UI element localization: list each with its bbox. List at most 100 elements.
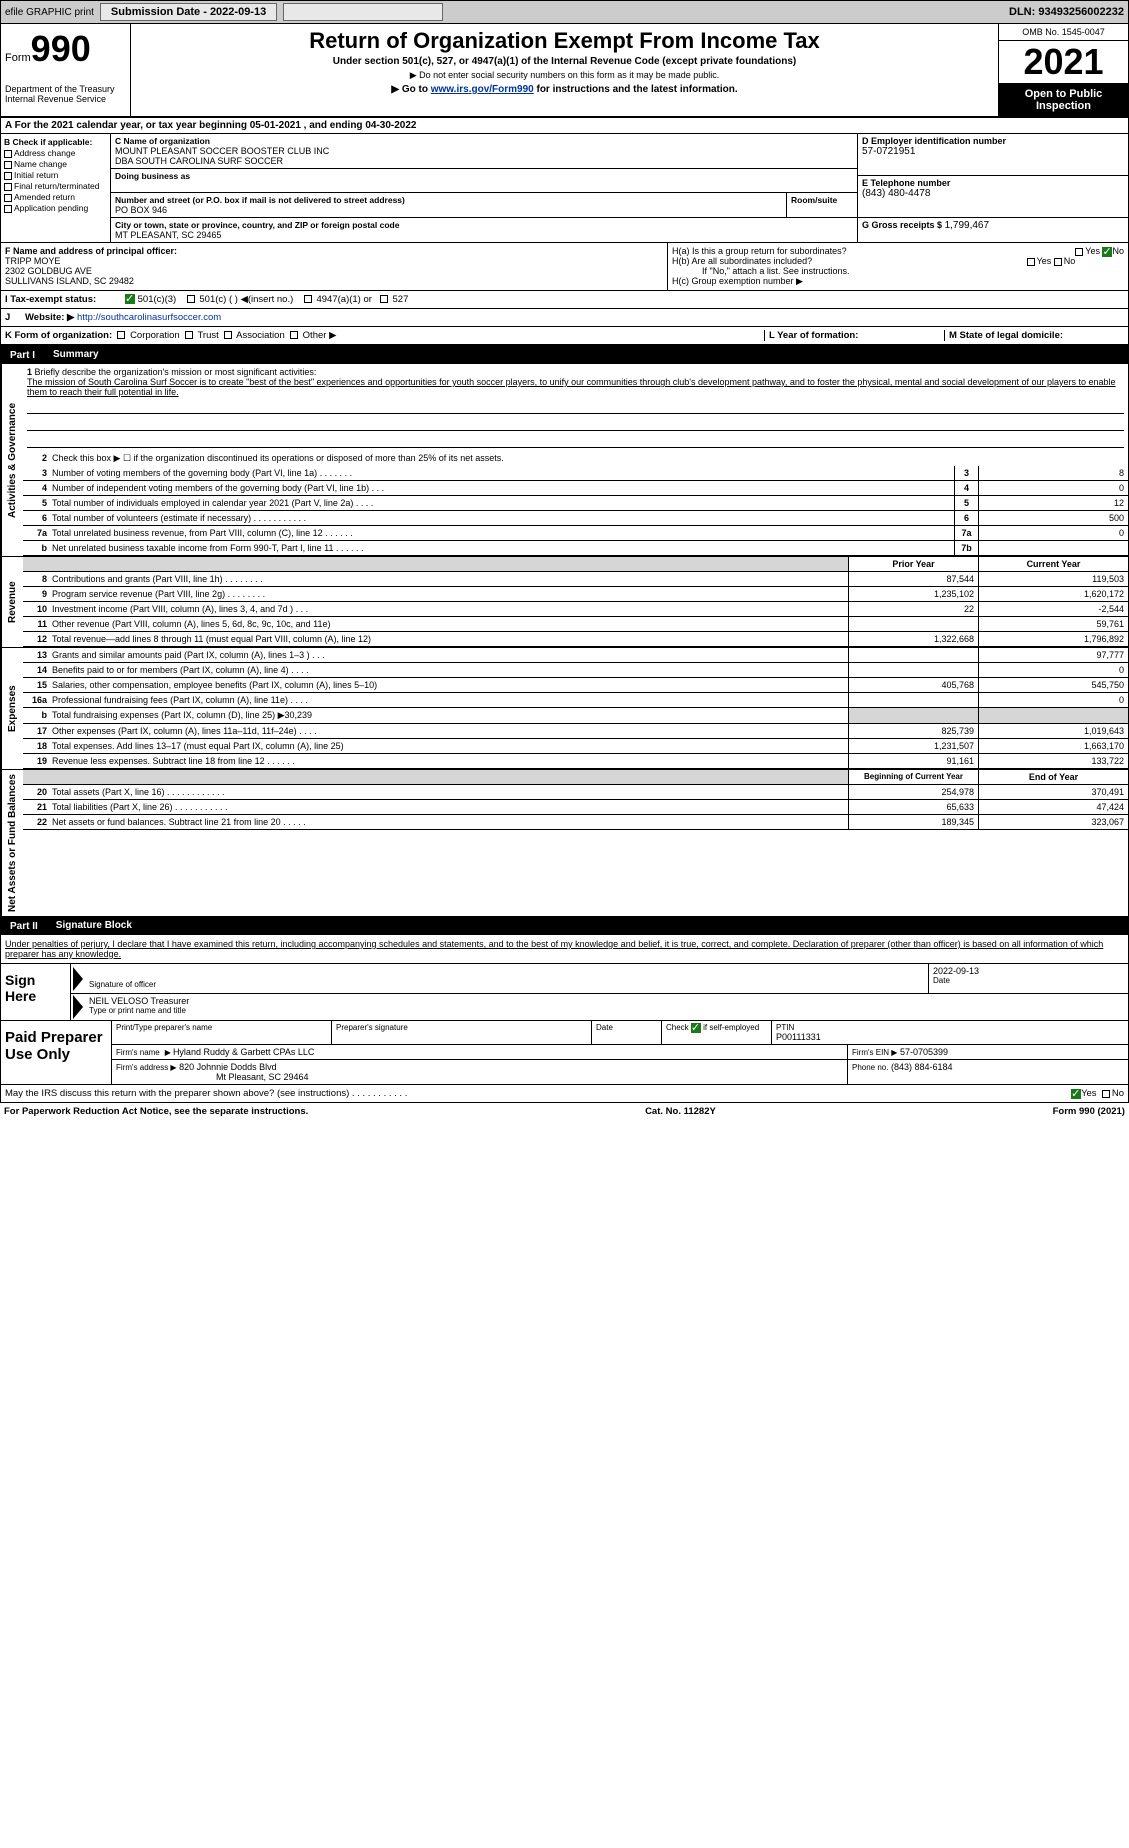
submission-date-button[interactable]: Submission Date - 2022-09-13 xyxy=(100,3,277,21)
hb-no-check[interactable] xyxy=(1054,258,1062,266)
gross-header: G Gross receipts $ xyxy=(862,220,942,230)
sig-date-value: 2022-09-13 xyxy=(933,966,1124,976)
chk-corp[interactable] xyxy=(117,331,125,339)
summary-row-6: 6Total number of volunteers (estimate if… xyxy=(23,511,1128,526)
may-discuss-row: May the IRS discuss this return with the… xyxy=(0,1084,1129,1103)
pra-notice: For Paperwork Reduction Act Notice, see … xyxy=(4,1106,308,1117)
chk-other[interactable] xyxy=(290,331,298,339)
fh-row: F Name and address of principal officer:… xyxy=(0,242,1129,290)
summary-row-11: 11Other revenue (Part VIII, column (A), … xyxy=(23,617,1128,632)
chk-name-change[interactable]: Name change xyxy=(4,159,107,169)
part-2-header: Part II Signature Block xyxy=(0,917,1129,935)
ein-header: D Employer identification number xyxy=(862,136,1124,146)
box-de: D Employer identification number 57-0721… xyxy=(858,134,1128,242)
row-k: K Form of organization: Corporation Trus… xyxy=(0,326,1129,346)
signature-section: Under penalties of perjury, I declare th… xyxy=(0,935,1129,1020)
header-left: Form990 Department of the Treasury Inter… xyxy=(1,24,131,116)
ptin-value: P00111331 xyxy=(776,1032,1124,1042)
part-1-label: Part I xyxy=(6,349,39,362)
chk-assoc[interactable] xyxy=(224,331,232,339)
website-link[interactable]: http://southcarolinasurfsoccer.com xyxy=(77,312,221,323)
col-beginning: Beginning of Current Year xyxy=(848,770,978,784)
may-no-check[interactable] xyxy=(1102,1090,1110,1098)
chk-application[interactable]: Application pending xyxy=(4,203,107,213)
chk-amended[interactable]: Amended return xyxy=(4,192,107,202)
chk-527[interactable] xyxy=(380,295,388,303)
ha-label: H(a) Is this a group return for subordin… xyxy=(672,246,847,256)
summary-row-14: 14Benefits paid to or for members (Part … xyxy=(23,663,1128,678)
governance-block: Activities & Governance 1 Briefly descri… xyxy=(0,364,1129,557)
hb-yes-check[interactable] xyxy=(1027,258,1035,266)
dba-row: Doing business as xyxy=(111,169,857,193)
irs-label: Internal Revenue Service xyxy=(5,94,126,104)
gross-row: G Gross receipts $ 1,799,467 xyxy=(858,218,1128,242)
chk-501c[interactable] xyxy=(187,295,195,303)
line-2: 2 Check this box ▶ ☐ if the organization… xyxy=(23,451,1128,466)
tab-expenses: Expenses xyxy=(1,648,23,769)
chk-4947[interactable] xyxy=(304,295,312,303)
blank-line-1 xyxy=(27,400,1124,414)
net-body: Beginning of Current Year End of Year 20… xyxy=(23,770,1128,916)
part-1-header: Part I Summary xyxy=(0,346,1129,364)
preparer-label: Paid Preparer Use Only xyxy=(1,1021,111,1084)
header-middle: Return of Organization Exempt From Incom… xyxy=(131,24,998,116)
box-f: F Name and address of principal officer:… xyxy=(1,243,668,290)
revenue-block: Revenue Prior Year Current Year 8Contrib… xyxy=(0,557,1129,648)
blank-button[interactable] xyxy=(283,3,443,21)
dln-label: DLN: 93493256002232 xyxy=(1009,6,1124,18)
dba-header: Doing business as xyxy=(115,171,853,181)
sign-here-label: Sign Here xyxy=(1,964,71,1020)
summary-row-13: 13Grants and similar amounts paid (Part … xyxy=(23,648,1128,663)
org-name-row: C Name of organization MOUNT PLEASANT SO… xyxy=(111,134,857,169)
officer-addr1: 2302 GOLDBUG AVE xyxy=(5,266,663,276)
part-2-label: Part II xyxy=(6,920,42,933)
sig-date-field: 2022-09-13 Date xyxy=(928,964,1128,993)
street-row: Number and street (or P.O. box if mail i… xyxy=(111,193,857,218)
dept-treasury: Department of the Treasury xyxy=(5,84,126,94)
efile-label: efile GRAPHIC print xyxy=(5,7,94,18)
summary-row-8: 8Contributions and grants (Part VIII, li… xyxy=(23,572,1128,587)
chk-address-change[interactable]: Address change xyxy=(4,148,107,158)
summary-row-4: 4Number of independent voting members of… xyxy=(23,481,1128,496)
info-grid: B Check if applicable: Address change Na… xyxy=(0,134,1129,242)
chk-initial-return[interactable]: Initial return xyxy=(4,170,107,180)
opt-501c: 501(c) ( ) ◀(insert no.) xyxy=(199,294,293,305)
ha-no-check[interactable] xyxy=(1102,247,1112,257)
sign-fields: Signature of officer 2022-09-13 Date NEI… xyxy=(71,964,1128,1020)
rev-header-row: Prior Year Current Year xyxy=(23,557,1128,572)
chk-trust[interactable] xyxy=(185,331,193,339)
tab-net-assets: Net Assets or Fund Balances xyxy=(1,770,23,916)
irs-link[interactable]: www.irs.gov/Form990 xyxy=(431,84,534,95)
summary-row-3: 3Number of voting members of the governi… xyxy=(23,466,1128,481)
arrow-icon xyxy=(73,967,83,991)
summary-row-16a: 16aProfessional fundraising fees (Part I… xyxy=(23,693,1128,708)
prep-date-label: Date xyxy=(596,1023,657,1032)
subtitle-3: ▶ Go to www.irs.gov/Form990 for instruct… xyxy=(135,84,994,95)
may-yes-check[interactable] xyxy=(1071,1089,1081,1099)
officer-addr2: SULLIVANS ISLAND, SC 29482 xyxy=(5,276,663,286)
city-value: MT PLEASANT, SC 29465 xyxy=(115,230,853,240)
net-assets-block: Net Assets or Fund Balances Beginning of… xyxy=(0,770,1129,917)
signature-field[interactable]: Signature of officer xyxy=(85,964,928,993)
firm-name: Hyland Ruddy & Garbett CPAs LLC xyxy=(173,1047,314,1057)
mission-text: The mission of South Carolina Surf Socce… xyxy=(27,377,1116,397)
line-a-calendar-year: A For the 2021 calendar year, or tax yea… xyxy=(0,118,1129,134)
tab-revenue: Revenue xyxy=(1,557,23,647)
top-bar: efile GRAPHIC print Submission Date - 20… xyxy=(0,0,1129,24)
org-name-header: C Name of organization xyxy=(115,136,853,146)
blank-line-2 xyxy=(27,417,1124,431)
line-2-text: Check this box ▶ ☐ if the organization d… xyxy=(49,451,1128,466)
box-b-header: B Check if applicable: xyxy=(4,137,107,147)
prep-sig-label: Preparer's signature xyxy=(336,1023,587,1032)
sign-here-row: Sign Here Signature of officer 2022-09-1… xyxy=(1,963,1128,1020)
chk-final-return[interactable]: Final return/terminated xyxy=(4,181,107,191)
subtitle-2: ▶ Do not enter social security numbers o… xyxy=(135,70,994,81)
chk-self-employed[interactable] xyxy=(691,1023,701,1033)
bottom-line: For Paperwork Reduction Act Notice, see … xyxy=(0,1103,1129,1120)
gross-value: 1,799,467 xyxy=(945,220,990,231)
officer-name-value: NEIL VELOSO Treasurer xyxy=(89,996,1124,1006)
ha-yes-check[interactable] xyxy=(1075,248,1083,256)
summary-row-15: 15Salaries, other compensation, employee… xyxy=(23,678,1128,693)
form-title: Return of Organization Exempt From Incom… xyxy=(135,28,994,54)
chk-501c3[interactable] xyxy=(125,294,135,304)
